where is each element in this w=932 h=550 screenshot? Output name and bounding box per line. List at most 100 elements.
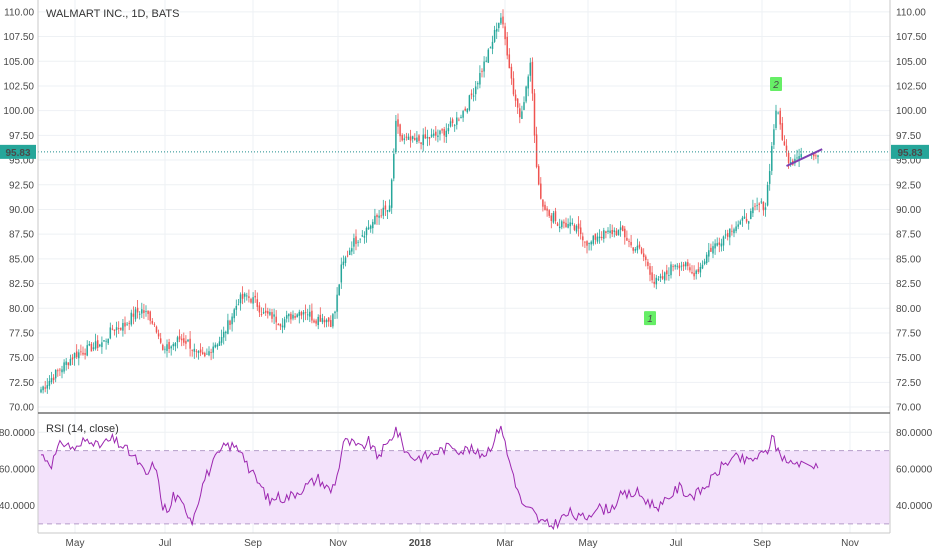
candle-body[interactable] bbox=[101, 342, 103, 348]
candle-body[interactable] bbox=[414, 137, 416, 140]
candle-body[interactable] bbox=[65, 361, 67, 365]
candle-body[interactable] bbox=[59, 369, 61, 371]
candle-body[interactable] bbox=[428, 137, 431, 139]
candle-body[interactable] bbox=[657, 278, 660, 280]
candle-body[interactable] bbox=[766, 184, 769, 206]
candle-body[interactable] bbox=[401, 134, 403, 141]
candle-body[interactable] bbox=[485, 60, 487, 62]
candle-body[interactable] bbox=[361, 235, 364, 237]
candle-body[interactable] bbox=[579, 227, 582, 235]
candle-body[interactable] bbox=[771, 146, 773, 171]
candle-body[interactable] bbox=[409, 136, 412, 141]
candle-body[interactable] bbox=[701, 264, 704, 269]
candle-body[interactable] bbox=[168, 342, 170, 350]
candle-body[interactable] bbox=[325, 319, 328, 323]
candle-body[interactable] bbox=[649, 266, 651, 275]
candle-body[interactable] bbox=[718, 242, 721, 245]
candle-body[interactable] bbox=[437, 135, 439, 137]
candle-body[interactable] bbox=[170, 346, 172, 349]
candle-body[interactable] bbox=[800, 154, 802, 158]
candle-body[interactable] bbox=[462, 111, 464, 118]
candle-body[interactable] bbox=[155, 326, 158, 333]
candle-body[interactable] bbox=[666, 270, 668, 275]
candle-body[interactable] bbox=[132, 313, 135, 317]
candle-body[interactable] bbox=[626, 237, 628, 241]
candle-body[interactable] bbox=[605, 231, 607, 233]
candle-body[interactable] bbox=[82, 352, 84, 355]
candle-body[interactable] bbox=[724, 234, 727, 236]
candle-body[interactable] bbox=[302, 312, 305, 315]
candle-body[interactable] bbox=[542, 199, 544, 207]
candle-body[interactable] bbox=[619, 227, 622, 230]
candle-body[interactable] bbox=[397, 119, 399, 127]
candle-body[interactable] bbox=[288, 313, 290, 317]
candle-body[interactable] bbox=[773, 129, 775, 145]
candle-body[interactable] bbox=[785, 145, 788, 151]
candle-body[interactable] bbox=[768, 171, 771, 184]
candle-body[interactable] bbox=[634, 249, 637, 251]
candle-body[interactable] bbox=[107, 338, 109, 344]
candle-body[interactable] bbox=[590, 241, 592, 245]
candle-body[interactable] bbox=[197, 351, 200, 353]
candle-body[interactable] bbox=[500, 17, 502, 24]
candle-body[interactable] bbox=[544, 204, 546, 211]
candle-body[interactable] bbox=[52, 377, 55, 381]
candle-body[interactable] bbox=[592, 235, 595, 244]
candle-body[interactable] bbox=[46, 385, 49, 389]
candle-body[interactable] bbox=[298, 311, 301, 316]
candle-body[interactable] bbox=[678, 265, 681, 269]
candle-body[interactable] bbox=[584, 241, 586, 243]
candle-body[interactable] bbox=[67, 362, 70, 366]
candle-body[interactable] bbox=[636, 245, 639, 251]
candle-body[interactable] bbox=[306, 314, 309, 316]
candle-body[interactable] bbox=[630, 241, 632, 246]
candle-body[interactable] bbox=[40, 389, 42, 393]
candle-body[interactable] bbox=[277, 323, 280, 326]
candle-body[interactable] bbox=[487, 49, 490, 63]
candle-body[interactable] bbox=[764, 207, 767, 210]
candle-body[interactable] bbox=[422, 134, 424, 146]
candle-body[interactable] bbox=[145, 311, 147, 312]
candle-body[interactable] bbox=[80, 351, 82, 353]
candle-body[interactable] bbox=[483, 61, 485, 72]
candle-body[interactable] bbox=[703, 261, 706, 264]
candle-body[interactable] bbox=[474, 86, 477, 95]
candle-body[interactable] bbox=[775, 110, 777, 128]
candle-body[interactable] bbox=[569, 222, 571, 227]
candle-body[interactable] bbox=[229, 320, 231, 325]
candle-body[interactable] bbox=[712, 246, 714, 254]
candle-body[interactable] bbox=[670, 264, 672, 276]
candle-body[interactable] bbox=[220, 337, 223, 343]
candle-body[interactable] bbox=[218, 341, 221, 346]
candle-body[interactable] bbox=[105, 340, 107, 342]
candle-body[interactable] bbox=[346, 255, 349, 257]
candle-body[interactable] bbox=[275, 316, 277, 323]
candle-body[interactable] bbox=[611, 229, 613, 235]
candle-body[interactable] bbox=[353, 238, 355, 247]
candle-body[interactable] bbox=[269, 312, 271, 315]
candle-body[interactable] bbox=[674, 265, 676, 267]
candle-body[interactable] bbox=[449, 121, 452, 127]
candle-body[interactable] bbox=[369, 225, 372, 229]
candle-body[interactable] bbox=[264, 310, 267, 313]
candle-body[interactable] bbox=[193, 348, 196, 352]
candle-body[interactable] bbox=[588, 242, 590, 244]
candle-body[interactable] bbox=[594, 233, 597, 240]
candle-body[interactable] bbox=[176, 337, 179, 343]
candle-body[interactable] bbox=[143, 310, 145, 313]
candle-body[interactable] bbox=[582, 236, 584, 241]
candle-body[interactable] bbox=[130, 312, 133, 325]
candle-body[interactable] bbox=[174, 342, 177, 347]
candle-body[interactable] bbox=[321, 318, 324, 323]
candle-body[interactable] bbox=[109, 327, 112, 339]
candle-body[interactable] bbox=[575, 225, 578, 232]
candle-body[interactable] bbox=[548, 210, 550, 216]
candle-body[interactable] bbox=[705, 254, 708, 264]
candle-body[interactable] bbox=[96, 340, 99, 348]
candle-body[interactable] bbox=[441, 129, 443, 131]
candle-body[interactable] bbox=[760, 201, 763, 203]
candle-body[interactable] bbox=[789, 162, 792, 164]
candle-body[interactable] bbox=[714, 243, 716, 249]
candle-body[interactable] bbox=[367, 227, 370, 230]
candle-body[interactable] bbox=[99, 344, 101, 347]
